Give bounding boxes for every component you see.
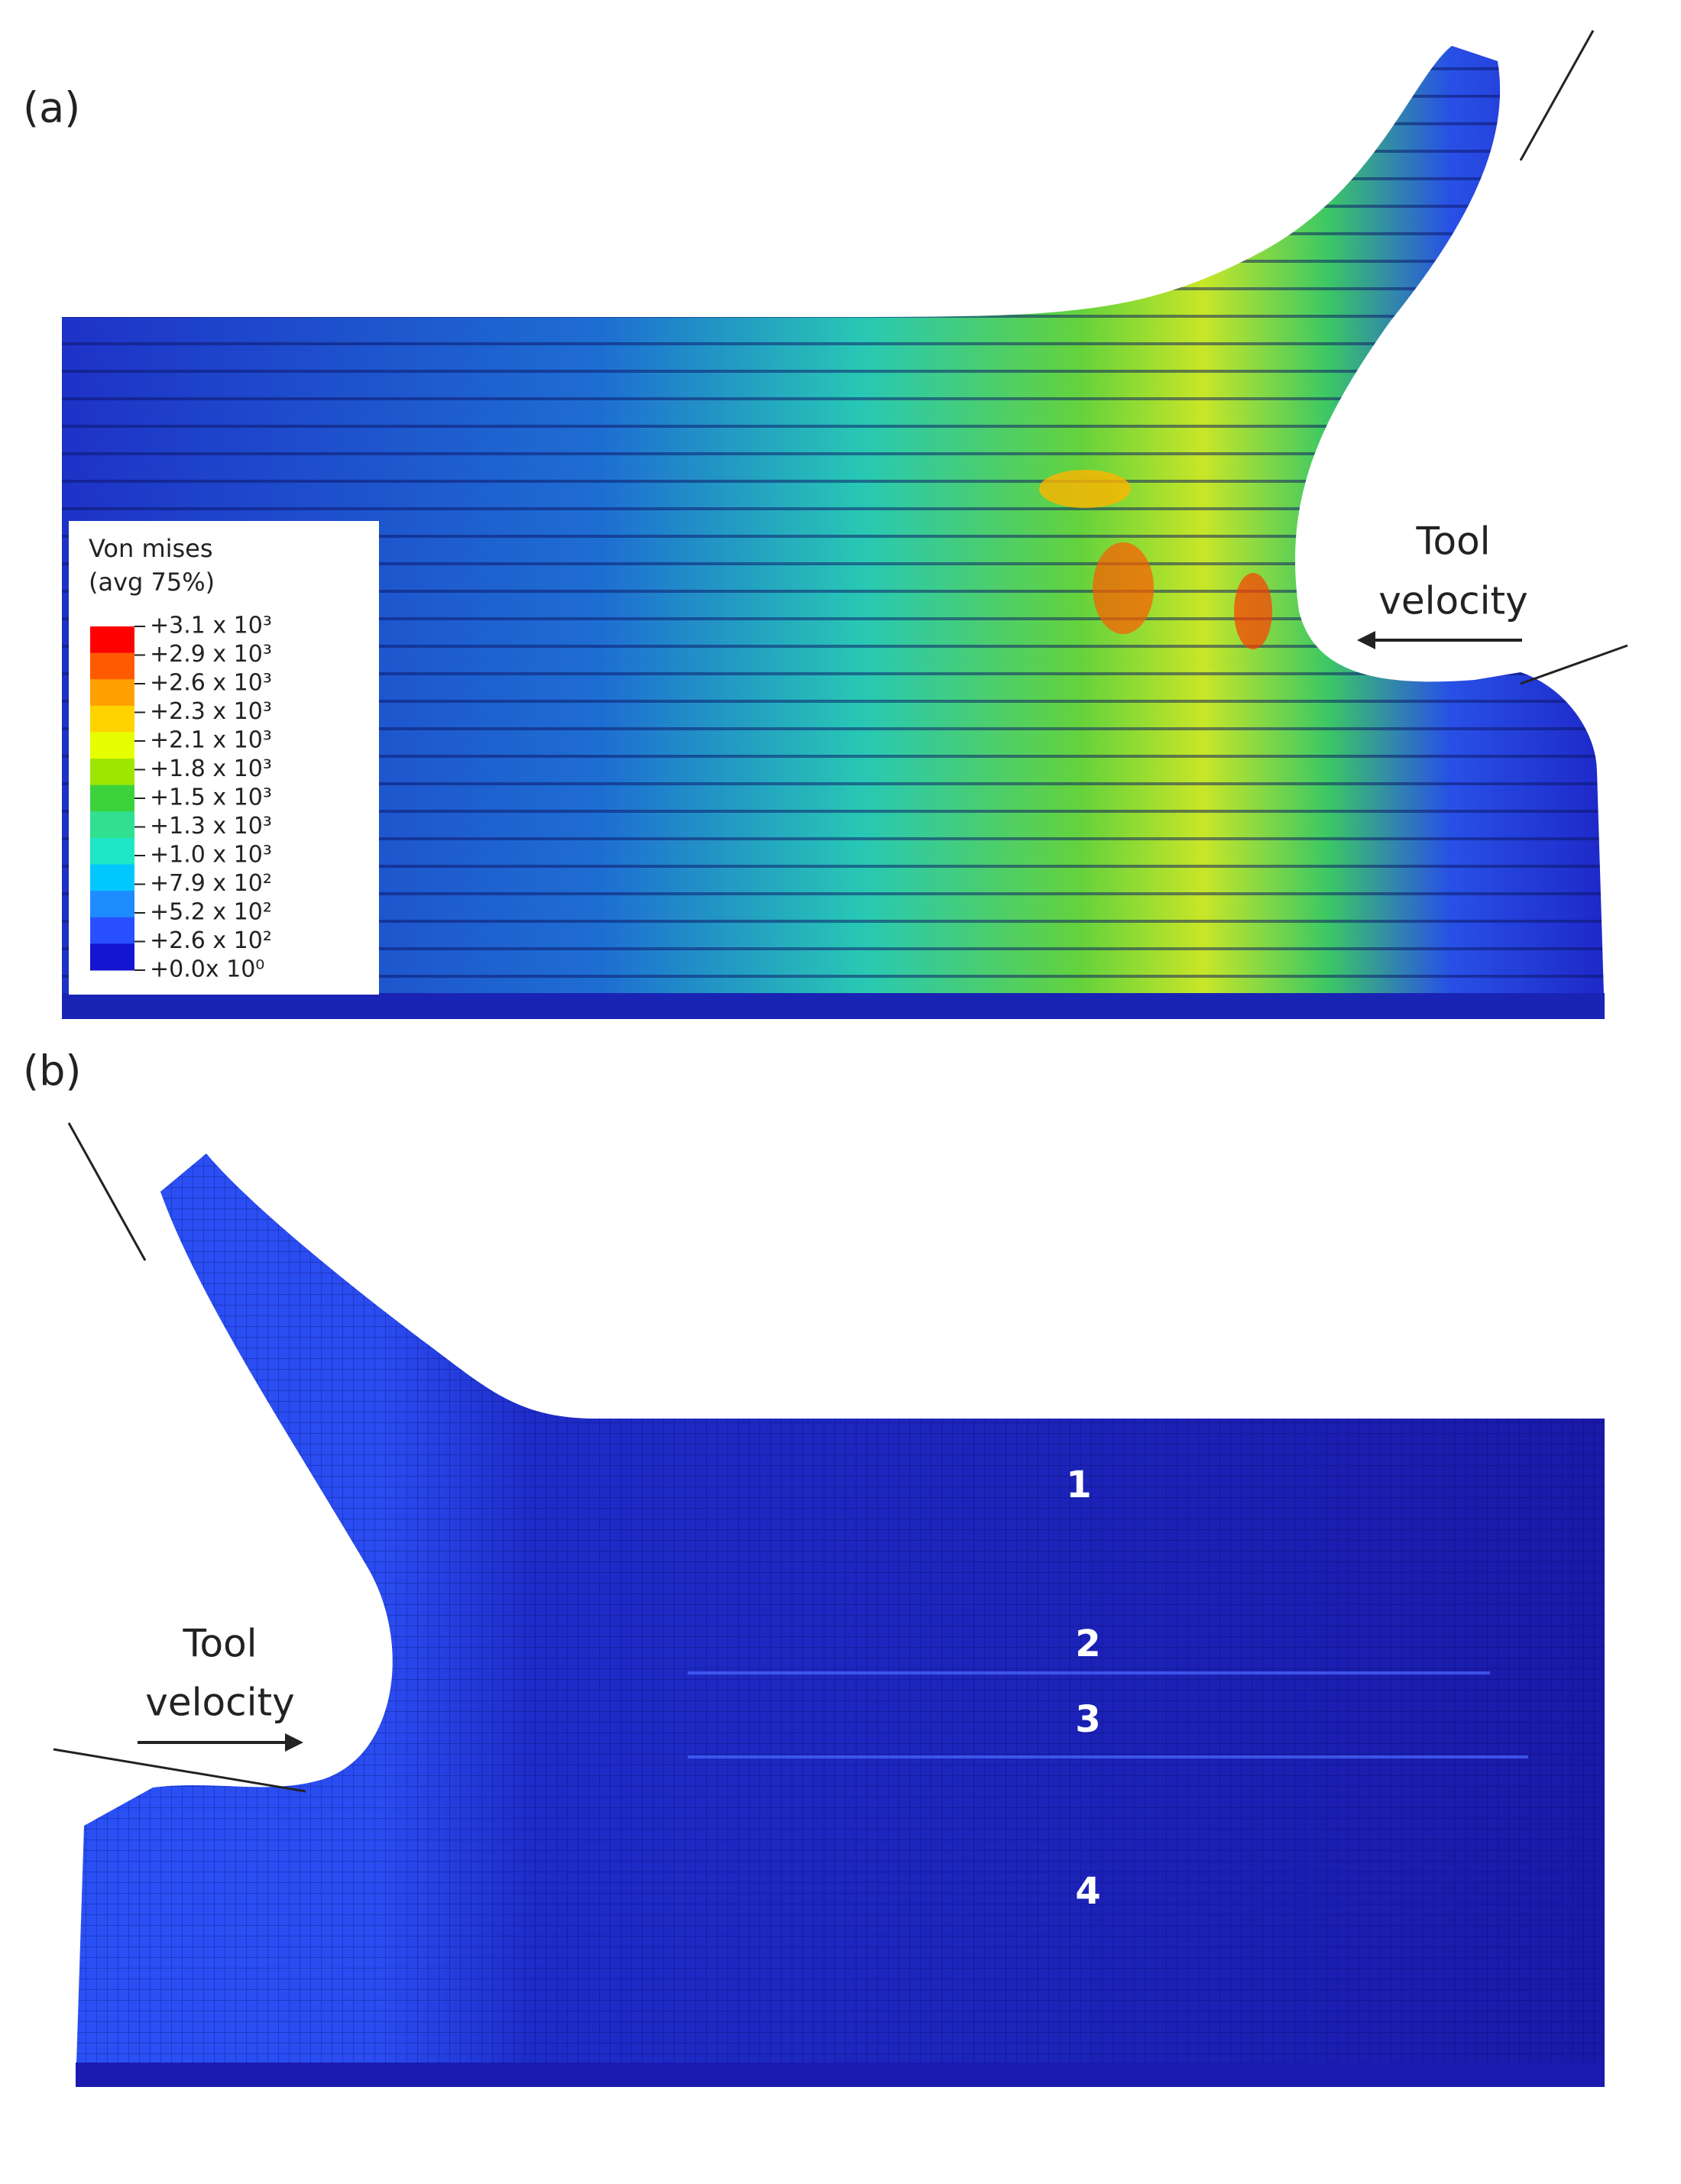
legend-label: +1.8 x 10³ — [150, 756, 272, 782]
tool-edge — [67, 1122, 147, 1261]
legend-label: +2.6 x 10³ — [150, 670, 272, 697]
panel-label: (b) — [23, 1047, 81, 1095]
legend-swatch — [90, 943, 134, 971]
legend-swatch — [90, 917, 134, 944]
panel-label: (a) — [23, 84, 80, 132]
arrow-head — [285, 1733, 303, 1752]
tool-edge — [1519, 30, 1595, 161]
arrow-head — [1357, 631, 1375, 649]
legend-label: +7.9 x 10² — [150, 870, 272, 897]
tool-label: Tool — [1415, 519, 1490, 564]
base — [76, 2063, 1605, 2087]
tool-label: Tool — [182, 1622, 257, 1666]
legend-swatch — [90, 679, 134, 707]
legend-swatch — [90, 811, 134, 839]
legend-swatch — [90, 626, 134, 654]
region-label: 4 — [1075, 1870, 1100, 1913]
hot-zone — [1039, 470, 1131, 508]
legend-swatch — [90, 732, 134, 759]
panel-b: (b) Tool velocity 1 2 3 4 — [23, 1047, 1605, 2087]
legend-swatch — [90, 785, 134, 812]
legend: +3.1 x 10³+2.9 x 10³+2.6 x 10³+2.3 x 10³… — [90, 613, 272, 983]
legend-label: +2.3 x 10³ — [150, 698, 272, 725]
legend-label: +2.9 x 10³ — [150, 641, 272, 668]
legend-swatch — [90, 891, 134, 918]
tool-label: velocity — [1378, 579, 1527, 623]
tool-edge — [1520, 644, 1628, 685]
base — [62, 993, 1605, 1019]
region-label: 2 — [1075, 1623, 1100, 1665]
legend-label: +3.1 x 10³ — [150, 613, 272, 639]
legend-label: +2.6 x 10² — [150, 927, 272, 954]
region-label: 1 — [1066, 1464, 1091, 1506]
tool-edge — [53, 1748, 306, 1793]
legend-swatch — [90, 864, 134, 891]
legend-swatch — [90, 705, 134, 733]
tool-label: velocity — [145, 1681, 294, 1725]
legend-label: +1.3 x 10³ — [150, 813, 272, 840]
legend-label: +5.2 x 10² — [150, 899, 272, 926]
legend-swatch — [90, 837, 134, 866]
legend-label: +1.5 x 10³ — [150, 785, 272, 811]
legend-swatch — [90, 652, 134, 680]
hot-zone — [1234, 573, 1272, 649]
hot-zone — [1093, 542, 1154, 634]
legend-title: Von mises — [89, 534, 213, 563]
legend-label: +2.1 x 10³ — [150, 727, 272, 754]
region-label: 3 — [1075, 1698, 1100, 1741]
legend-label: +1.0 x 10³ — [150, 842, 272, 869]
legend-title: (avg 75%) — [89, 568, 215, 597]
legend-swatch — [90, 759, 134, 786]
mesh — [76, 1153, 1605, 2087]
legend-label: +0.0x 10⁰ — [150, 956, 264, 983]
layers — [62, 46, 1605, 1019]
panel-a: (a) Tool velocity Von mises (avg 75%) +3… — [23, 30, 1628, 1019]
